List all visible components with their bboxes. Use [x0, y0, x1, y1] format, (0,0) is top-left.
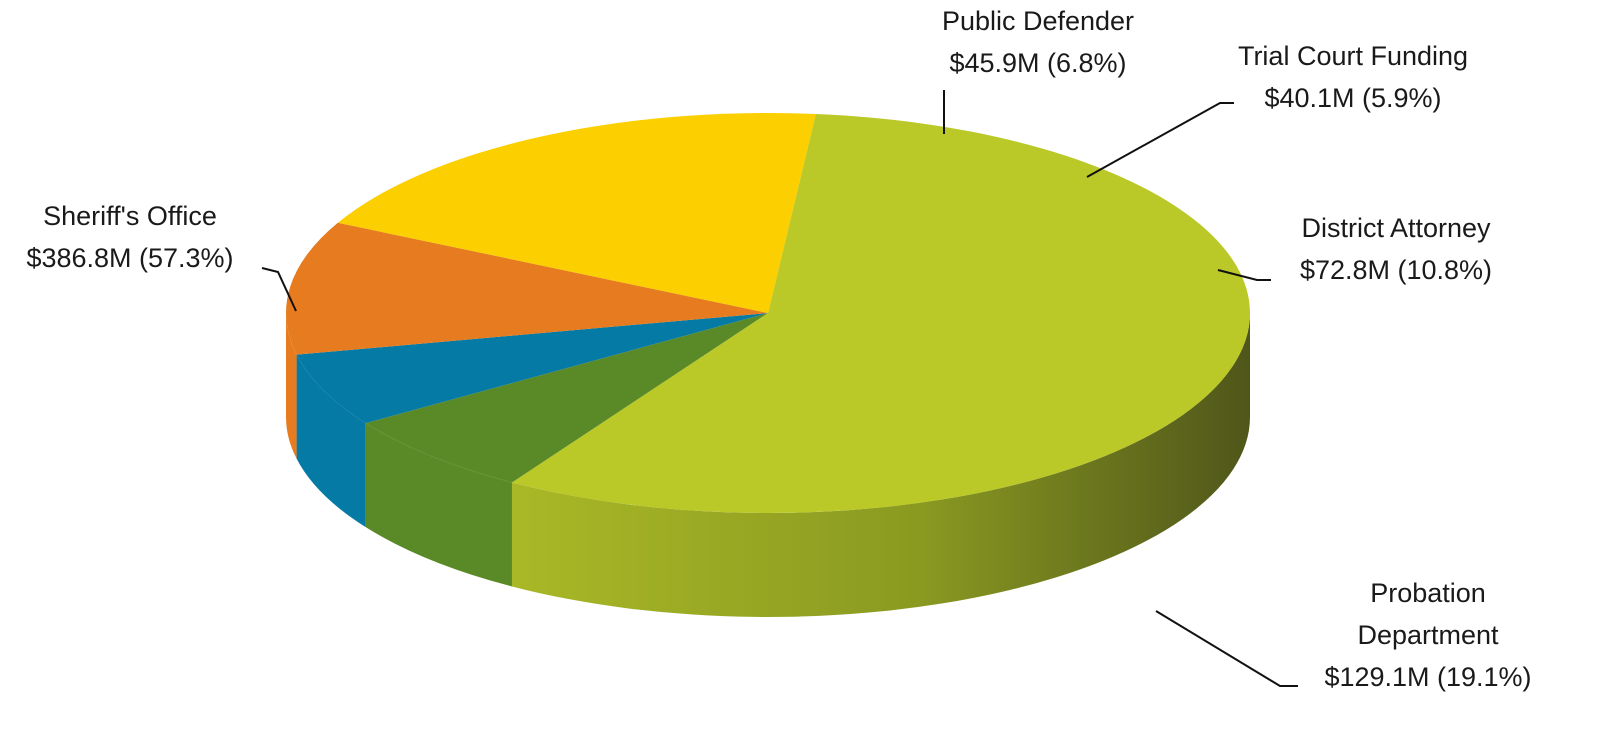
data-label-district-attorney: District Attorney $72.8M (10.8%): [1300, 213, 1492, 285]
data-label-name: District Attorney: [1301, 213, 1491, 243]
pie-slices: [286, 112, 1250, 513]
data-label-probation-department: Probation Department $129.1M (19.1%): [1324, 578, 1531, 692]
leader-line-probation-department: [1155, 610, 1298, 687]
data-label-value: $40.1M (5.9%): [1264, 83, 1441, 113]
data-label-value: $72.8M (10.8%): [1300, 255, 1492, 285]
data-label-name: Sheriff's Office: [43, 201, 217, 231]
leader-lines: [261, 90, 1298, 687]
slice-district-attorney: [286, 222, 768, 355]
slice-public-defender: [365, 313, 768, 483]
data-label-name: Trial Court Funding: [1238, 41, 1468, 71]
data-label-sheriff-s-office: Sheriff's Office $386.8M (57.3%): [26, 201, 233, 273]
data-label-value: $386.8M (57.3%): [26, 243, 233, 273]
leader-line-district-attorney: [1217, 269, 1271, 281]
slice-side-public-defender: [365, 423, 512, 587]
slice-side-trial-court-funding: [296, 354, 366, 528]
slice-side-district-attorney: [286, 313, 297, 459]
data-label-name: Department: [1357, 620, 1499, 650]
data-labels: Sheriff's Office $386.8M (57.3%) Public De…: [26, 6, 1531, 692]
leader-line-sheriff-s-office: [261, 267, 297, 312]
slice-sheriff-s-office: [511, 113, 1250, 513]
slice-side-sheriff-s-office: [511, 313, 1250, 617]
slice-trial-court-funding: [296, 313, 768, 424]
data-label-name: Probation: [1370, 578, 1486, 608]
pie-sides: [286, 313, 1250, 617]
data-label-name: Public Defender: [942, 6, 1134, 36]
data-label-public-defender: Public Defender $45.9M (6.8%): [942, 6, 1134, 78]
leader-line-trial-court-funding: [1086, 102, 1234, 178]
slice-probation-department: [337, 112, 816, 313]
data-label-value: $129.1M (19.1%): [1324, 662, 1531, 692]
data-label-value: $45.9M (6.8%): [949, 48, 1126, 78]
data-label-trial-court-funding: Trial Court Funding $40.1M (5.9%): [1238, 41, 1468, 113]
